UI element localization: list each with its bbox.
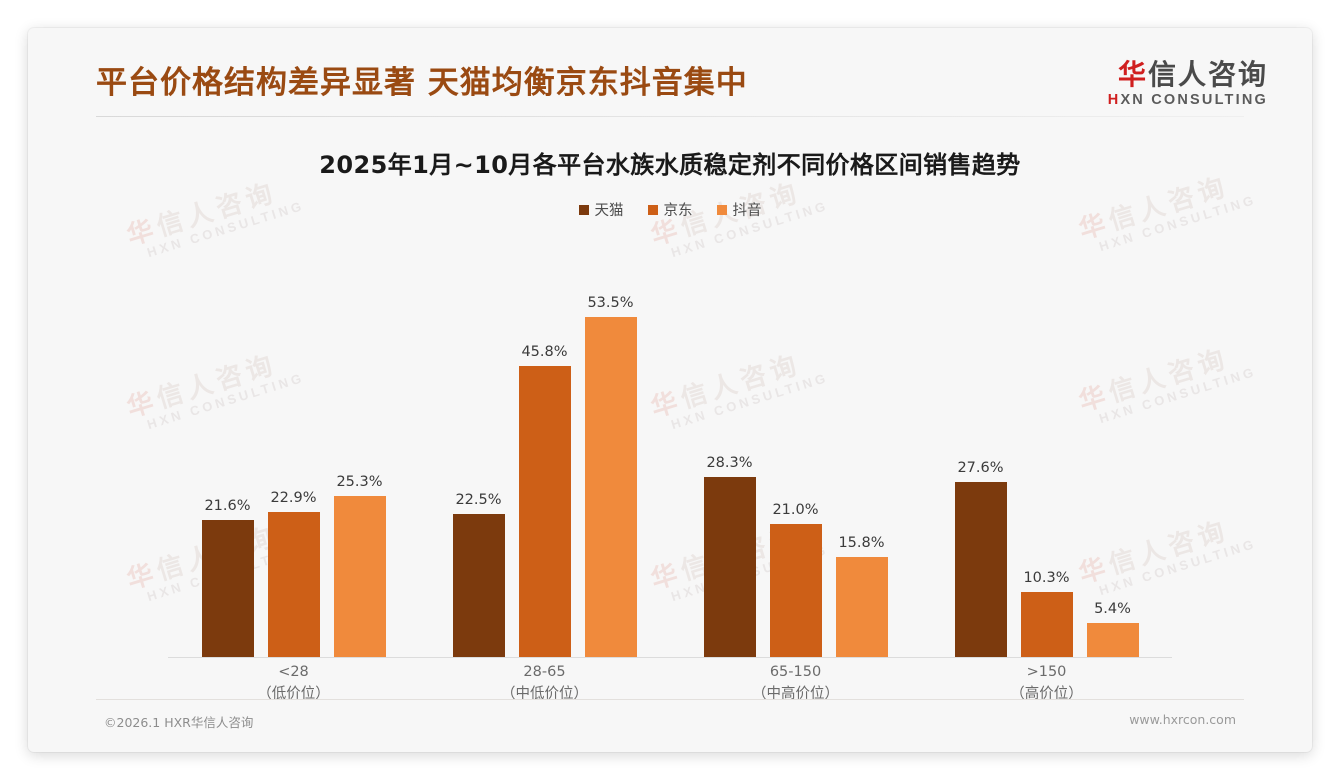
x-axis-labels: <28 （低价位） 28-65 （中低价位） 65-150 （中高价位） >150 （高价位） <box>168 662 1172 706</box>
bar[interactable] <box>1086 622 1139 657</box>
bar-column: 28.3% <box>703 236 756 657</box>
x-axis-label-main: 65-150 <box>769 664 822 680</box>
bar[interactable] <box>835 556 888 657</box>
bar[interactable] <box>333 496 386 657</box>
page-title: 平台价格结构差异显著 天猫均衡京东抖音集中 <box>96 65 748 101</box>
bar-column: 5.4% <box>1086 236 1139 657</box>
bar-group-3: 27.6% 10.3% 5.4% <box>921 236 1172 657</box>
legend-item-2[interactable]: 抖音 <box>716 199 762 220</box>
x-axis-label-sub: （中高价位） <box>752 685 839 702</box>
bar-group-2: 28.3% 21.0% 15.8% <box>670 236 921 657</box>
x-axis-label-sub: （高价位） <box>1010 685 1083 702</box>
bar-value-label: 45.8% <box>521 344 568 361</box>
bar-column: 27.6% <box>954 236 1007 657</box>
chart-legend: 天猫 京东 抖音 <box>28 199 1312 220</box>
bar-value-label: 21.0% <box>772 501 819 518</box>
x-axis-label-sub: （低价位） <box>257 685 330 702</box>
bar-value-label: 25.3% <box>336 474 383 491</box>
slide-canvas: 华信人咨询 HXN CONSULTING 华信人咨询 HXN CONSULTIN… <box>28 28 1312 752</box>
bar-column: 22.5% <box>452 236 505 657</box>
bar[interactable] <box>1020 591 1073 657</box>
logo-en-rest: XN CONSULTING <box>1120 92 1268 109</box>
legend-label: 京东 <box>663 203 693 219</box>
bar[interactable] <box>769 523 822 657</box>
bar-column: 25.3% <box>333 236 386 657</box>
logo-cn-first: 华 <box>1117 58 1148 91</box>
legend-swatch-icon <box>647 204 658 215</box>
bar-column: 10.3% <box>1020 236 1073 657</box>
bar-column: 22.9% <box>267 236 320 657</box>
legend-swatch-icon <box>716 204 727 215</box>
x-axis-label-main: <28 <box>278 664 309 680</box>
legend-item-0[interactable]: 天猫 <box>578 199 624 220</box>
bar-value-label: 22.9% <box>270 489 317 506</box>
x-axis-label-2: 65-150 （中高价位） <box>670 662 921 706</box>
bar[interactable] <box>267 511 320 657</box>
bar-group-1: 22.5% 45.8% 53.5% <box>419 236 670 657</box>
bar-value-label: 15.8% <box>838 534 885 551</box>
bar-value-label: 5.4% <box>1094 600 1131 617</box>
bar[interactable] <box>954 481 1007 657</box>
x-axis-label-1: 28-65 （中低价位） <box>419 662 670 706</box>
legend-swatch-icon <box>578 204 589 215</box>
website-text: www.hxrcon.com <box>1129 712 1236 727</box>
bar-value-label: 53.5% <box>587 295 634 312</box>
bar-value-label: 21.6% <box>204 497 251 514</box>
bar-value-label: 27.6% <box>957 459 1004 476</box>
bar[interactable] <box>201 519 254 657</box>
logo-cn-rest: 信人咨询 <box>1147 58 1268 91</box>
footer-divider <box>96 699 1244 700</box>
chart-area: 2025年1月~10月各平台水族水质稳定剂不同价格区间销售趋势 天猫 京东 抖音 2… <box>28 116 1312 702</box>
bar-column: 53.5% <box>584 236 637 657</box>
bar-value-label: 10.3% <box>1023 569 1070 586</box>
bar-column: 45.8% <box>518 236 571 657</box>
bar-groups: 21.6% 22.9% 25.3% 22.5% 45.8% 53.5% 28.3% 21.0%… <box>168 236 1172 657</box>
header: 平台价格结构差异显著 天猫均衡京东抖音集中 华信人咨询 HXN CONSULTI… <box>28 28 1312 116</box>
header-divider <box>96 116 1244 117</box>
x-axis-label-main: >150 <box>1026 664 1067 680</box>
bar-column: 21.6% <box>201 236 254 657</box>
x-axis-line <box>168 657 1172 658</box>
chart-title: 2025年1月~10月各平台水族水质稳定剂不同价格区间销售趋势 <box>319 151 1021 179</box>
legend-label: 抖音 <box>732 203 762 219</box>
x-axis-label-main: 28-65 <box>523 664 566 680</box>
bar-value-label: 28.3% <box>706 455 753 472</box>
footer: ©2026.1 HXR华信人咨询 www.hxrcon.com <box>28 712 1312 734</box>
bar-group-0: 21.6% 22.9% 25.3% <box>168 236 419 657</box>
legend-item-1[interactable]: 京东 <box>647 199 693 220</box>
chart-plot: 21.6% 22.9% 25.3% 22.5% 45.8% 53.5% 28.3% 21.0%… <box>168 236 1172 658</box>
bar-column: 21.0% <box>769 236 822 657</box>
bar[interactable] <box>584 317 637 657</box>
bar[interactable] <box>518 366 571 657</box>
bar-value-label: 22.5% <box>455 492 502 509</box>
copyright-text: ©2026.1 HXR华信人咨询 <box>104 715 254 730</box>
bar-column: 15.8% <box>835 236 888 657</box>
x-axis-label-sub: （中低价位） <box>501 685 588 702</box>
bar[interactable] <box>703 477 756 657</box>
logo-en-first: H <box>1107 92 1121 109</box>
brand-logo: 华信人咨询 HXN CONSULTING <box>1107 58 1268 109</box>
x-axis-label-3: >150 （高价位） <box>921 662 1172 706</box>
x-axis-label-0: <28 （低价位） <box>168 662 419 706</box>
legend-label: 天猫 <box>594 203 624 219</box>
bar[interactable] <box>452 514 505 657</box>
